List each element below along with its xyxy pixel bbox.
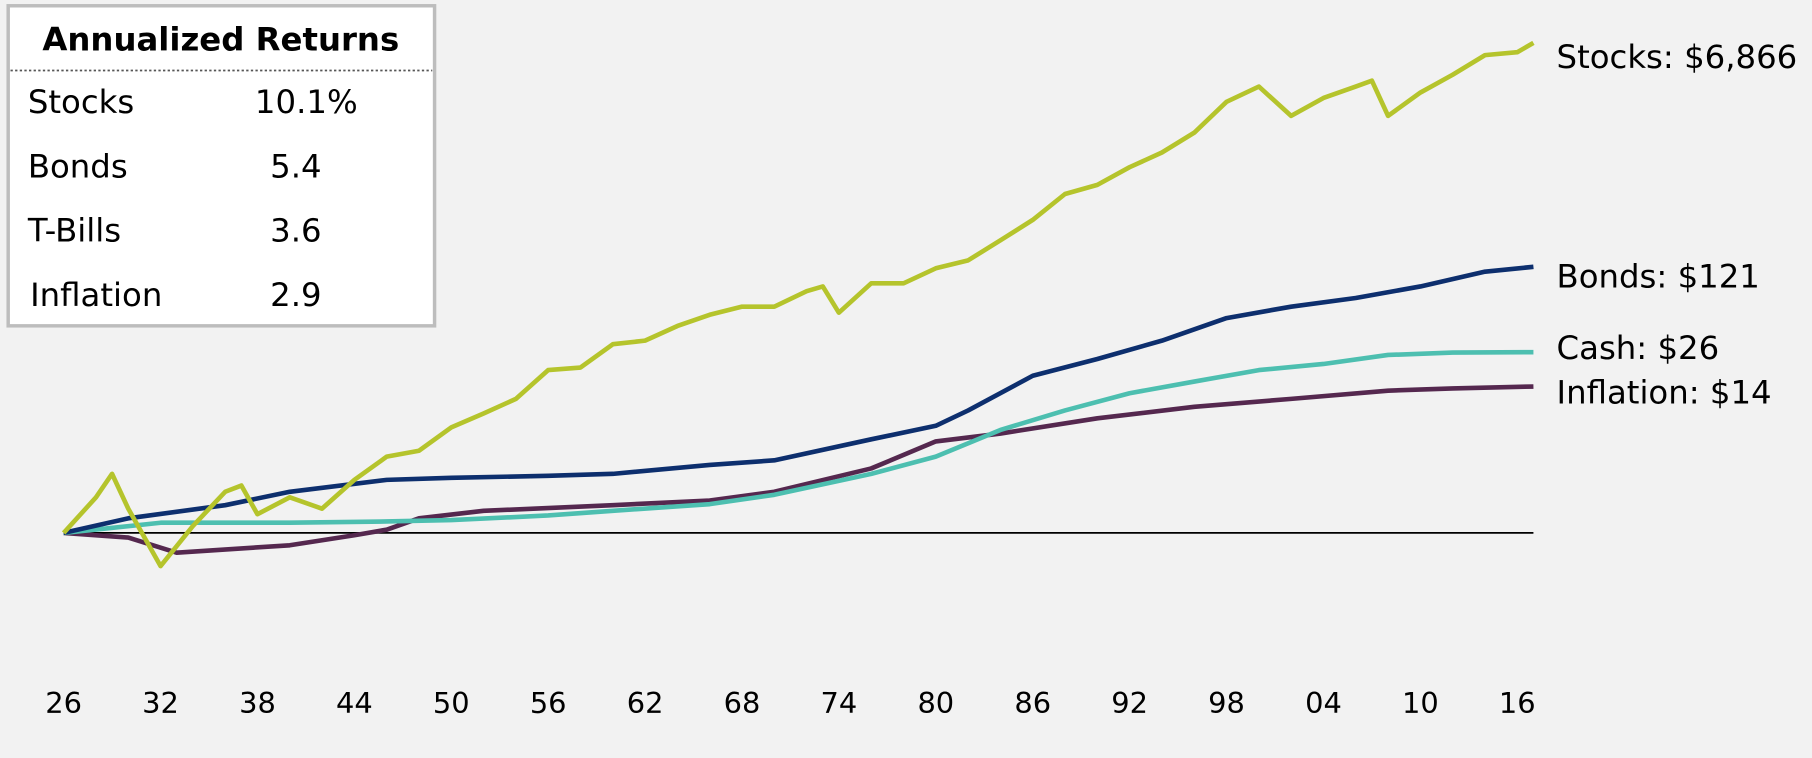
- table-row-label: Bonds: [28, 147, 128, 185]
- x-tick-label: 16: [1499, 686, 1536, 720]
- x-tick-label: 92: [1111, 686, 1148, 720]
- x-tick-label: 68: [724, 686, 761, 720]
- series-label: Inflation: $14: [1557, 374, 1772, 412]
- table-box: [6, 4, 437, 328]
- x-tick-label: 98: [1208, 686, 1245, 720]
- x-tick-label: 86: [1014, 686, 1051, 720]
- x-tick-label: 44: [336, 686, 373, 720]
- series-label: Bonds: $121: [1557, 257, 1760, 295]
- x-tick-label: 56: [530, 686, 567, 720]
- table-row-label: Inflation: [30, 276, 162, 314]
- x-tick-label: 10: [1402, 686, 1439, 720]
- series-line: [63, 384, 1534, 555]
- x-tick-label: 50: [433, 686, 470, 720]
- table-row-value: 10.1%: [255, 83, 358, 121]
- x-tick-label: 04: [1305, 686, 1342, 720]
- table-row-label: Stocks: [28, 83, 134, 121]
- series-line: [61, 40, 1535, 569]
- x-tick-label: 32: [142, 686, 179, 720]
- plot-area: 26 32 38 44 50 56 62 68 74 80 86 92 98 04 10 16 Stocks: …: [45, 38, 1797, 720]
- x-tick-label: 62: [627, 686, 664, 720]
- x-tick-label: 26: [45, 686, 82, 720]
- series-label: Cash: $26: [1557, 329, 1720, 367]
- series-label: Stocks: $6,866: [1557, 38, 1798, 76]
- table: Stocks 10.1% Bonds 5.4 T-Bills 3.6 Inflation 2.…: [27, 83, 358, 314]
- table-row-value: 3.6: [270, 212, 321, 250]
- table-row-label: T-Bills: [27, 212, 121, 250]
- x-tick-label: 80: [917, 686, 954, 720]
- table-row-value: 2.9: [270, 276, 321, 314]
- table-row-value: 5.4: [270, 147, 321, 185]
- x-tick-label: 74: [821, 686, 858, 720]
- table-title: Annualized Returns: [42, 21, 399, 59]
- series-line: [63, 349, 1534, 536]
- series-line: [63, 264, 1534, 536]
- x-tick-label: 38: [239, 686, 276, 720]
